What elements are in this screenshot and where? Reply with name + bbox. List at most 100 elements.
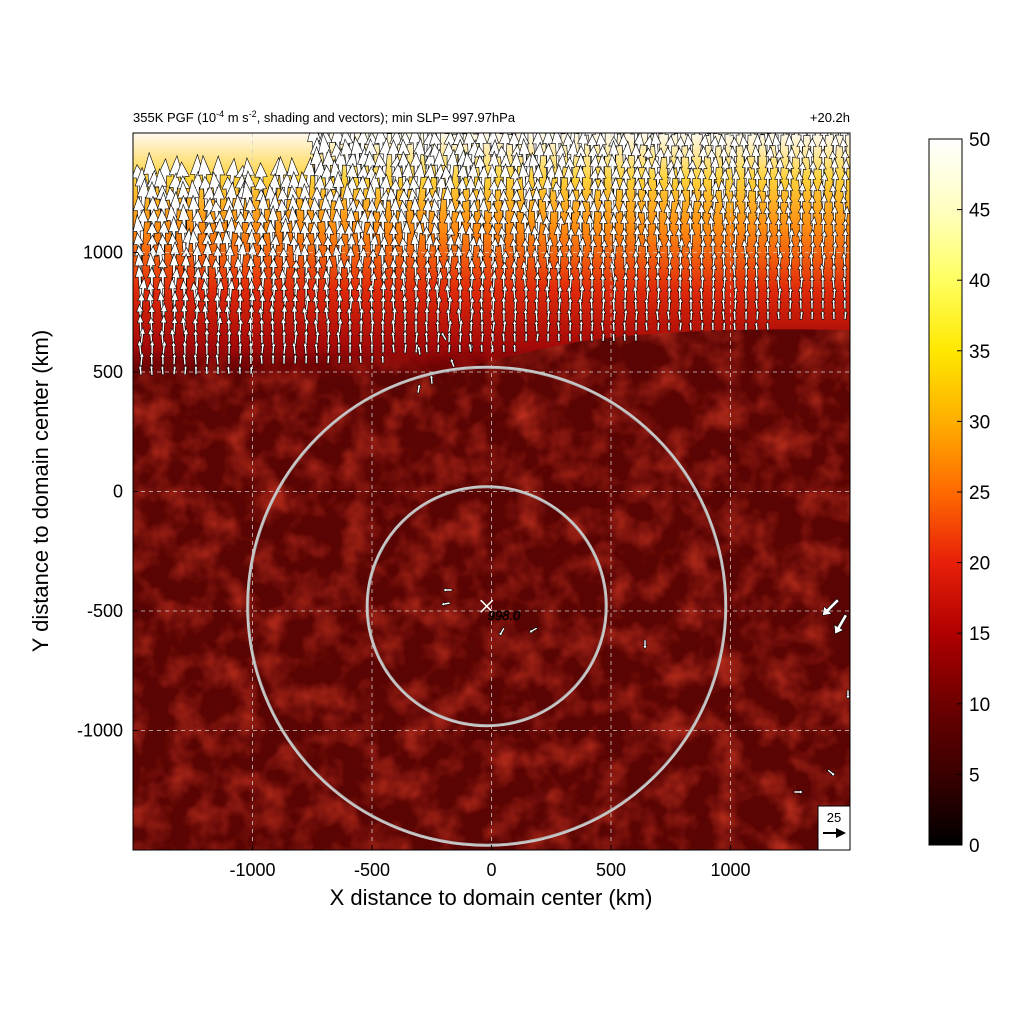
y-axis-ticks: -1000 -500 0 500 1000 — [77, 243, 138, 741]
colorbar-tick-label: 20 — [969, 554, 990, 575]
pgf-vector-arrow — [710, 321, 716, 331]
pgf-vector-arrow — [743, 262, 750, 280]
pgf-vector-arrow — [512, 343, 518, 353]
pgf-vector-arrow — [535, 331, 541, 342]
pgf-vector-arrow — [501, 343, 507, 353]
pgf-vector-arrow — [346, 318, 354, 334]
pgf-vector-arrow — [402, 318, 409, 333]
pgf-vector-arrow — [388, 224, 399, 251]
pgf-vector-arrow — [478, 306, 485, 324]
pgf-vector-arrow — [654, 272, 662, 291]
pgf-vector-arrow — [533, 319, 540, 332]
pgf-vector-arrow — [622, 284, 629, 302]
pgf-vector-arrow — [708, 170, 718, 196]
pgf-vector-arrow — [204, 353, 211, 365]
pgf-vector-arrow — [433, 247, 443, 273]
x-axis-ticks: -1000 -500 0 500 1000 — [229, 845, 751, 880]
pgf-vector-arrow — [478, 258, 487, 284]
pgf-vector-arrow — [774, 169, 783, 197]
pgf-vector-arrow — [248, 340, 254, 355]
pgf-vector-arrow — [369, 342, 375, 354]
pgf-vector-arrow — [599, 320, 605, 332]
x-tick-label: -500 — [354, 860, 390, 880]
pgf-vector-arrow — [688, 308, 694, 321]
pgf-vector-arrow — [344, 224, 355, 252]
pgf-vector-arrow — [710, 251, 718, 268]
pgf-vector-arrow — [314, 330, 321, 344]
pgf-vector-field — [133, 133, 850, 795]
pgf-vector-arrow — [445, 307, 452, 323]
pgf-vector-arrow — [754, 285, 760, 300]
pgf-vector-arrow — [785, 215, 793, 239]
pgf-vector-arrow — [577, 308, 584, 321]
pgf-vector-arrow — [403, 342, 409, 354]
colorbar-tick-label: 35 — [969, 342, 990, 363]
y-tick-label: -1000 — [77, 721, 123, 741]
pgf-vector-arrow — [622, 332, 628, 342]
pgf-vector-arrow — [819, 239, 826, 258]
pgf-vector-arrow — [697, 167, 707, 198]
pgf-vector-arrow — [653, 225, 662, 250]
pgf-vector-arrow — [698, 298, 705, 310]
pgf-vector-arrow — [545, 295, 552, 313]
pgf-vector-arrow — [325, 342, 332, 354]
pgf-vector-arrow — [447, 318, 453, 334]
pgf-vector-arrow — [556, 296, 563, 312]
pgf-vector-arrow — [282, 341, 288, 355]
pgf-vector-arrow — [566, 285, 573, 301]
pgf-vector-arrow — [577, 297, 584, 311]
pgf-vector-arrow — [742, 285, 749, 300]
pgf-vector-arrow — [512, 331, 518, 343]
pgf-vector-arrow — [170, 290, 179, 318]
pgf-vector-arrow — [511, 319, 518, 333]
pgf-vector-arrow — [192, 329, 199, 345]
pgf-vector-arrow — [765, 321, 771, 331]
pgf-vector-arrow — [428, 374, 435, 385]
pgf-vector-arrow — [808, 263, 815, 278]
pgf-vector-arrow — [347, 329, 353, 345]
pgf-vector-arrow — [798, 298, 804, 310]
pgf-vector-arrow — [423, 330, 430, 343]
colorbar-gradient — [928, 138, 963, 846]
pgf-vector-arrow — [512, 296, 519, 312]
pgf-vector-arrow — [347, 342, 353, 354]
pgf-vector-arrow — [177, 221, 189, 255]
pgf-vector-arrow — [510, 284, 518, 302]
title-mid: m s — [224, 110, 249, 125]
pgf-vector-arrow — [325, 317, 332, 335]
colorbar-tick-label: 5 — [969, 765, 980, 786]
pgf-vector-arrow — [845, 689, 850, 700]
pgf-vector-arrow — [589, 319, 595, 332]
pgf-vector-arrow — [214, 352, 220, 366]
title-sup-1: -4 — [216, 109, 224, 119]
pgf-vector-arrow — [302, 279, 311, 307]
pgf-vector-arrow — [436, 330, 442, 344]
pgf-vector-arrow — [500, 307, 507, 322]
pgf-vector-arrow — [380, 354, 386, 364]
pgf-vector-arrow — [775, 274, 781, 290]
pgf-vector-arrow — [820, 310, 826, 320]
pgf-vector-arrow — [655, 320, 662, 331]
pgf-vector-arrow — [829, 193, 837, 216]
pgf-vector-arrow — [633, 308, 640, 321]
pgf-vector-arrow — [609, 225, 618, 251]
pgf-vector-arrow — [479, 319, 485, 333]
pgf-vector-arrow — [270, 353, 276, 365]
pgf-vector-arrow — [302, 341, 309, 355]
pgf-vector-arrow — [325, 329, 332, 345]
pgf-vector-arrow — [731, 274, 738, 289]
pgf-vector-arrow — [347, 354, 353, 364]
pgf-vector-arrow — [303, 353, 309, 364]
pgf-vector-arrow — [291, 341, 297, 355]
pgf-vector-arrow — [148, 352, 155, 366]
pgf-vector-arrow — [633, 225, 642, 251]
pgf-vector-arrow — [753, 321, 760, 331]
pgf-vector-arrow — [809, 275, 815, 289]
pgf-vector-arrow — [589, 332, 595, 342]
pgf-vector-arrow — [710, 263, 718, 279]
pgf-vector-arrow — [366, 223, 376, 253]
pgf-vector-arrow — [755, 309, 761, 321]
pgf-vector-arrow — [160, 352, 166, 366]
pgf-vector-arrow — [600, 332, 606, 342]
pgf-vector-arrow — [578, 332, 584, 342]
